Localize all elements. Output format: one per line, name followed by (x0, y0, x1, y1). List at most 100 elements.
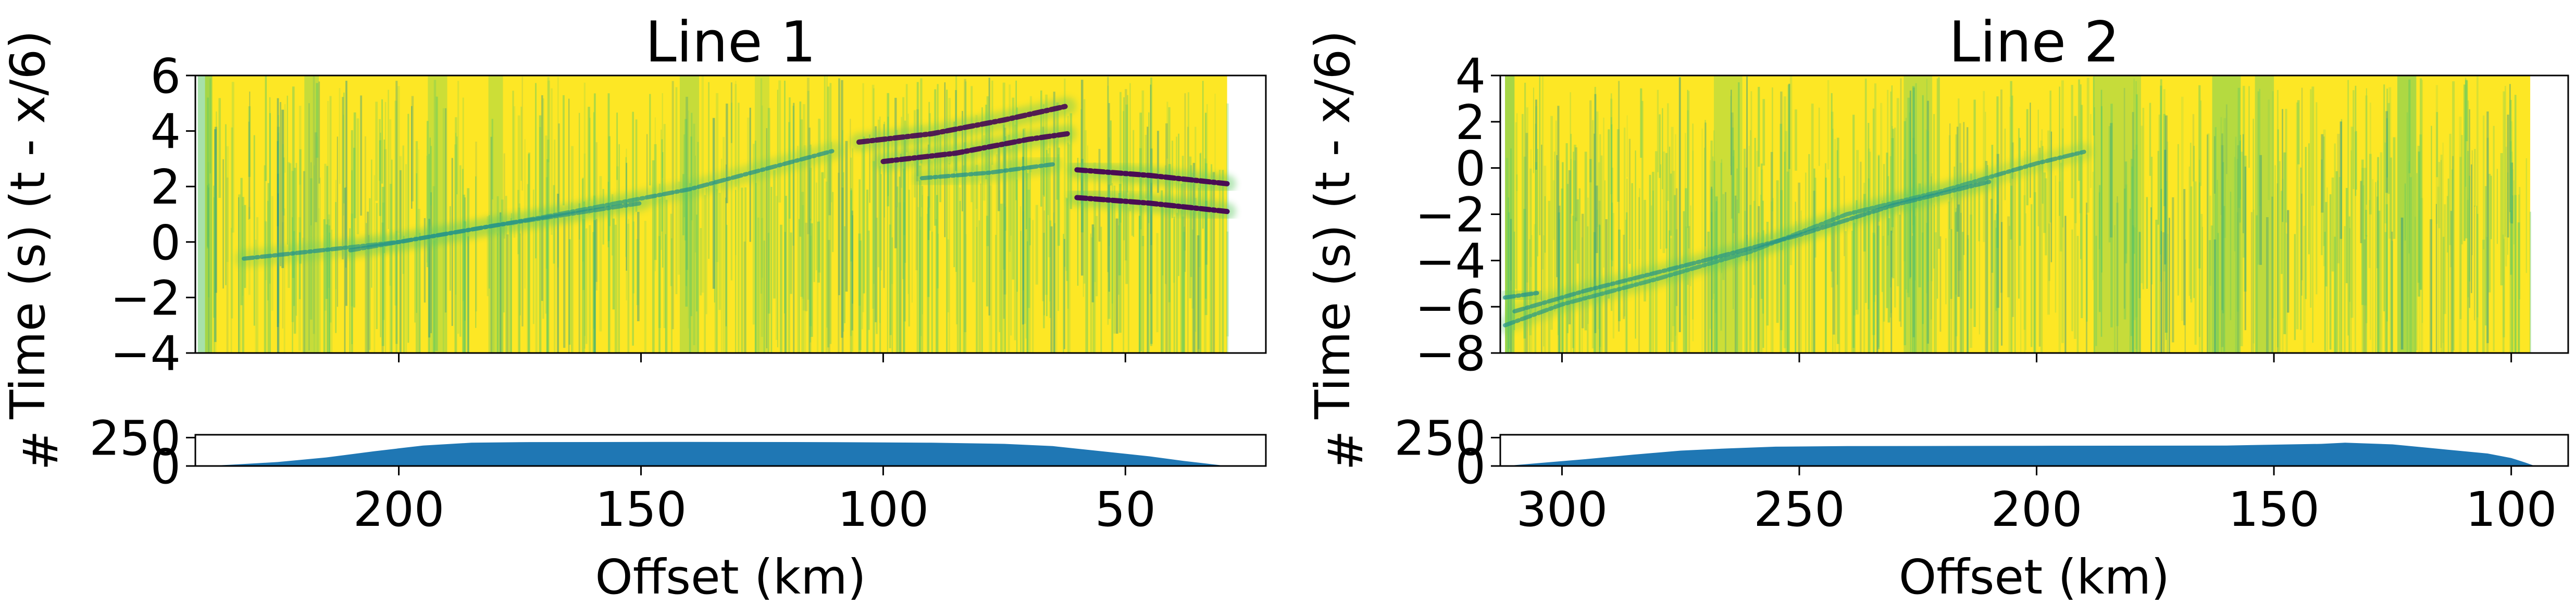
trace-noise (1692, 123, 1694, 320)
trace-noise (2150, 157, 2153, 285)
trace-noise (1675, 229, 1678, 353)
trace-noise (1852, 222, 1856, 353)
histogram-frame (1499, 434, 2569, 467)
trace-noise (1562, 162, 1564, 353)
trace-noise (282, 157, 285, 216)
trace-noise (2162, 232, 2165, 353)
trace-noise (1805, 172, 1807, 353)
trace-noise (2177, 144, 2179, 296)
trace-noise (349, 228, 351, 353)
trace-noise (2509, 84, 2511, 212)
trace-noise (2074, 116, 2076, 339)
trace-noise (240, 178, 243, 306)
trace-noise (726, 224, 728, 353)
trace-noise (1711, 212, 1713, 353)
trace-noise (2160, 85, 2162, 255)
trace-noise (1138, 216, 1140, 353)
hist-y-tick-label: 250 (1394, 410, 1486, 466)
trace-noise (327, 219, 330, 353)
trace-noise (1922, 232, 1924, 353)
trace-noise (2450, 211, 2453, 353)
trace-noise (632, 221, 634, 294)
trace-noise (1687, 110, 1689, 285)
trace-noise (1784, 96, 1786, 348)
trace-noise (813, 156, 815, 282)
trace-noise (2123, 87, 2125, 309)
trace-noise (616, 112, 618, 180)
trace-noise (546, 213, 549, 353)
trace-noise (226, 146, 229, 262)
trace-noise (2438, 162, 2441, 229)
trace-noise (1732, 127, 1734, 253)
trace-noise (1599, 134, 1601, 347)
trace-noise (873, 88, 875, 284)
trace-noise (2142, 108, 2145, 289)
trace-noise (2034, 192, 2036, 353)
trace-noise (1983, 91, 1985, 242)
trace-noise (535, 83, 537, 259)
trace-noise (661, 139, 663, 232)
trace-noise (218, 98, 221, 198)
trace-noise (2452, 156, 2454, 353)
trace-noise (658, 198, 661, 328)
trace-noise (730, 103, 732, 281)
trace-noise (1007, 134, 1010, 352)
trace-noise (2372, 179, 2374, 353)
trace-noise (2138, 232, 2141, 353)
trace-noise (381, 99, 383, 184)
y-tick-label: 4 (1455, 48, 1486, 104)
trace-noise (1758, 86, 1760, 167)
trace-noise (588, 107, 590, 215)
trace-noise (2071, 85, 2073, 198)
trace-noise (922, 195, 923, 314)
trace-noise (1129, 83, 1131, 211)
trace-noise (2099, 185, 2101, 312)
trace-noise (2331, 177, 2334, 272)
trace-noise (213, 185, 216, 318)
trace-noise (593, 195, 596, 353)
trace-noise (428, 219, 431, 338)
trace-noise (249, 91, 251, 219)
trace-noise (2364, 168, 2367, 306)
trace-noise (1611, 167, 1613, 261)
trace-noise (2459, 117, 2462, 353)
trace-noise (1523, 156, 1526, 353)
trace-noise (2253, 209, 2255, 344)
trace-noise (2061, 80, 2064, 343)
trace-noise (671, 81, 674, 330)
trace-noise (2365, 235, 2368, 323)
trace-noise (963, 142, 966, 353)
trace-noise (754, 141, 756, 353)
trace-noise (2414, 217, 2416, 353)
trace-noise (741, 187, 743, 353)
trace-noise (799, 101, 802, 237)
trace-noise (2301, 87, 2303, 281)
trace-noise (384, 149, 387, 241)
trace-noise (926, 213, 928, 353)
trace-noise (644, 221, 646, 353)
trace-noise (517, 115, 520, 353)
trace-noise (696, 215, 698, 312)
trace-noise (612, 218, 615, 310)
trace-noise (1959, 162, 1962, 353)
trace-noise (927, 144, 930, 240)
trace-noise (215, 127, 217, 293)
trace-noise (2312, 206, 2313, 343)
trace-noise (2209, 195, 2211, 286)
trace-noise (916, 150, 918, 353)
trace-noise (1770, 152, 1773, 240)
trace-noise (2325, 201, 2328, 287)
trace-noise (426, 155, 428, 262)
trace-noise (1665, 153, 1667, 249)
trace-noise (688, 110, 689, 329)
trace-noise (2350, 150, 2352, 353)
trace-noise (936, 195, 938, 353)
trace-noise (2408, 161, 2410, 254)
trace-noise (827, 86, 830, 348)
y-tick-label: 0 (1455, 141, 1486, 197)
trace-noise (1710, 188, 1713, 353)
trace-noise (2294, 234, 2296, 341)
trace-noise (214, 129, 217, 342)
trace-noise (1776, 180, 1779, 323)
trace-noise (824, 76, 826, 179)
